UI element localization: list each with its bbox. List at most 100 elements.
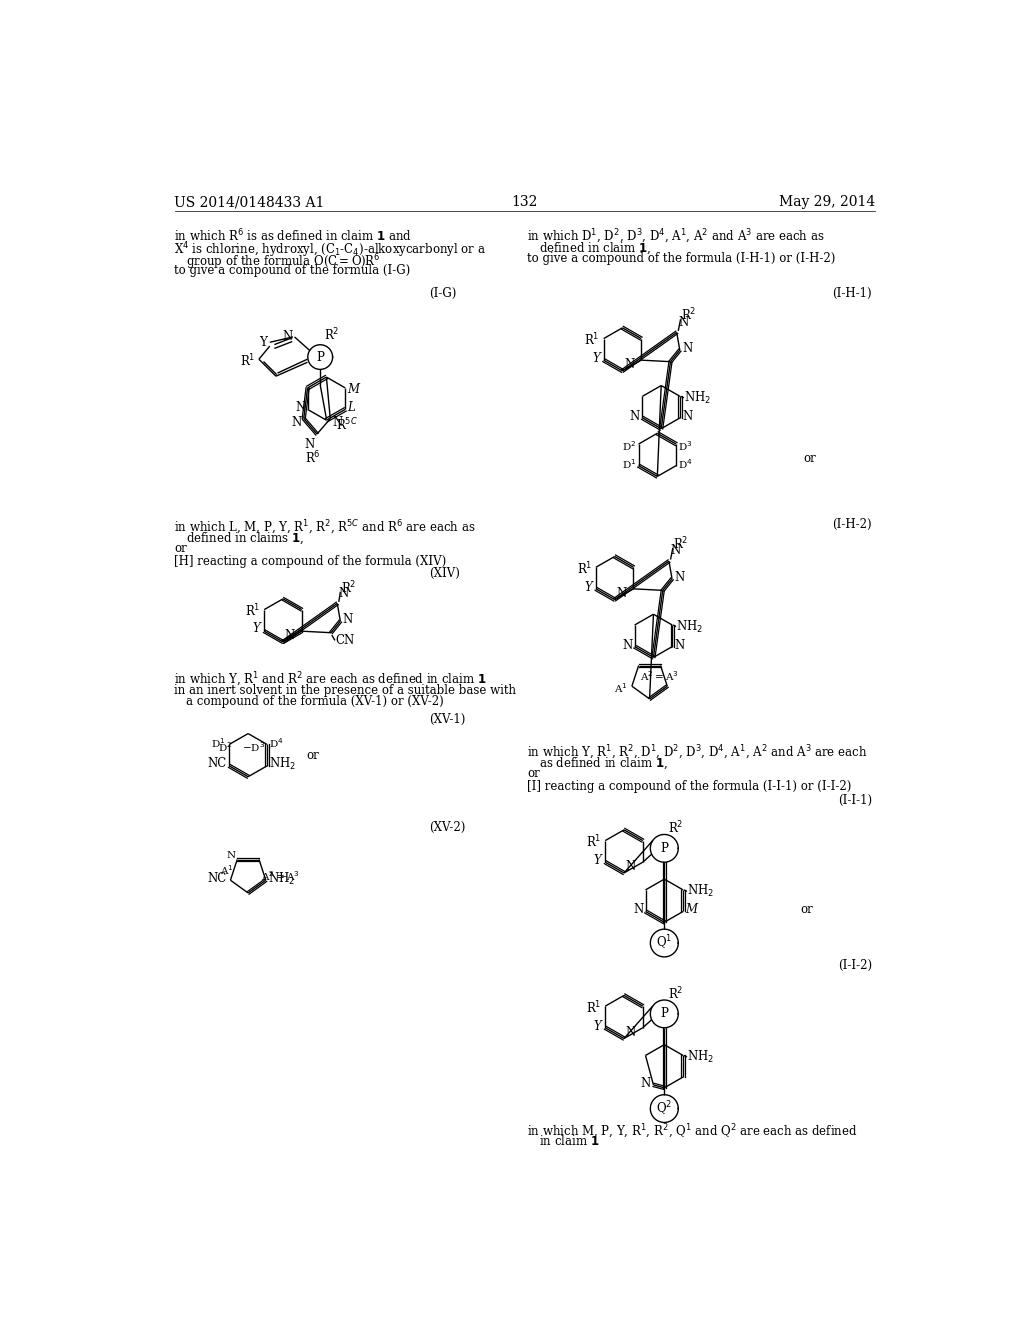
Text: (XV-1): (XV-1) bbox=[429, 713, 465, 726]
Text: N: N bbox=[616, 587, 627, 601]
Text: M: M bbox=[685, 903, 697, 916]
Text: in an inert solvent in the presence of a suitable base with: in an inert solvent in the presence of a… bbox=[174, 684, 516, 697]
Text: N: N bbox=[671, 544, 681, 557]
Text: US 2014/0148433 A1: US 2014/0148433 A1 bbox=[174, 195, 325, 210]
Text: R$^2$: R$^2$ bbox=[324, 327, 340, 343]
Text: R$^1$: R$^1$ bbox=[585, 331, 600, 348]
Text: in which D$^1$, D$^2$, D$^3$, D$^4$, A$^1$, A$^2$ and A$^3$ are each as: in which D$^1$, D$^2$, D$^3$, D$^4$, A$^… bbox=[527, 227, 824, 246]
Text: N: N bbox=[682, 342, 692, 355]
Text: N: N bbox=[624, 358, 634, 371]
Text: N: N bbox=[291, 416, 301, 429]
Text: in which Y, R$^1$, R$^2$, D$^1$, D$^2$, D$^3$, D$^4$, A$^1$, A$^2$ and A$^3$ are: in which Y, R$^1$, R$^2$, D$^1$, D$^2$, … bbox=[527, 743, 867, 762]
Text: Q$^2$: Q$^2$ bbox=[656, 1100, 673, 1118]
Text: Y: Y bbox=[594, 854, 601, 867]
Text: N: N bbox=[626, 861, 636, 874]
Text: N: N bbox=[343, 612, 353, 626]
Text: A$^1$: A$^1$ bbox=[220, 863, 233, 878]
Text: CN: CN bbox=[335, 634, 354, 647]
Text: N: N bbox=[675, 639, 685, 652]
Text: in which Y, R$^1$ and R$^2$ are each as defined in claim $\bf{1}$: in which Y, R$^1$ and R$^2$ are each as … bbox=[174, 671, 487, 689]
Text: N: N bbox=[641, 1077, 651, 1090]
Text: N: N bbox=[623, 639, 633, 652]
Text: in which L, M, P, Y, R$^1$, R$^2$, R$^{5C}$ and R$^6$ are each as: in which L, M, P, Y, R$^1$, R$^2$, R$^{5… bbox=[174, 519, 476, 537]
Text: R$^2$: R$^2$ bbox=[673, 536, 688, 553]
Text: Y: Y bbox=[585, 581, 592, 594]
Text: R$^2$: R$^2$ bbox=[669, 986, 684, 1002]
Text: NH$_2$: NH$_2$ bbox=[687, 1049, 714, 1065]
Text: Y: Y bbox=[253, 622, 260, 635]
Text: N: N bbox=[304, 438, 314, 451]
Text: or: or bbox=[804, 453, 816, 465]
Text: X$^4$ is chlorine, hydroxyl, (C$_1$-C$_4$)-alkoxycarbonyl or a: X$^4$ is chlorine, hydroxyl, (C$_1$-C$_4… bbox=[174, 240, 486, 260]
Text: D$^1$: D$^1$ bbox=[211, 737, 225, 750]
Text: NH$_2$: NH$_2$ bbox=[684, 389, 711, 407]
Text: R$^1$: R$^1$ bbox=[577, 561, 592, 577]
Text: or: or bbox=[174, 543, 187, 554]
Text: (XV-2): (XV-2) bbox=[429, 821, 465, 834]
Text: group of the formula O(C$=$O)R$^6$: group of the formula O(C$=$O)R$^6$ bbox=[186, 252, 381, 272]
Text: Y: Y bbox=[594, 1019, 601, 1032]
Text: (I-H-2): (I-H-2) bbox=[833, 517, 872, 531]
Text: N: N bbox=[226, 851, 236, 861]
Text: 132: 132 bbox=[512, 195, 538, 210]
Text: May 29, 2014: May 29, 2014 bbox=[779, 195, 876, 210]
Text: $-$D$^3$: $-$D$^3$ bbox=[242, 739, 265, 754]
Text: as defined in claim $\bf{1}$,: as defined in claim $\bf{1}$, bbox=[539, 755, 668, 771]
Text: N: N bbox=[283, 330, 293, 343]
Text: N: N bbox=[285, 630, 295, 643]
Text: D$^1$: D$^1$ bbox=[622, 457, 636, 471]
Text: NH$_2$: NH$_2$ bbox=[676, 619, 703, 635]
Text: in which R$^6$ is as defined in claim $\bf{1}$ and: in which R$^6$ is as defined in claim $\… bbox=[174, 227, 413, 244]
Text: NC: NC bbox=[208, 758, 227, 770]
Text: P: P bbox=[660, 842, 669, 855]
Text: Y: Y bbox=[592, 352, 600, 366]
Text: N: N bbox=[626, 1026, 636, 1039]
Text: R$^1$: R$^1$ bbox=[586, 999, 601, 1016]
Text: NC: NC bbox=[207, 873, 226, 886]
Text: or: or bbox=[801, 903, 813, 916]
Text: N: N bbox=[682, 409, 692, 422]
Text: L: L bbox=[347, 400, 355, 413]
Text: (I-H-1): (I-H-1) bbox=[833, 286, 872, 300]
Text: defined in claims $\bf{1}$,: defined in claims $\bf{1}$, bbox=[186, 531, 304, 545]
Text: N: N bbox=[630, 409, 640, 422]
Text: NH$_2$: NH$_2$ bbox=[268, 871, 295, 887]
Text: NH$_2$: NH$_2$ bbox=[687, 883, 714, 899]
Text: N: N bbox=[678, 315, 688, 329]
Text: P: P bbox=[316, 351, 325, 363]
Text: R$^1$: R$^1$ bbox=[240, 352, 255, 370]
Text: D$^3$: D$^3$ bbox=[679, 438, 693, 453]
Text: D$^2$: D$^2$ bbox=[622, 438, 636, 453]
Text: in claim $\bf{1}$: in claim $\bf{1}$ bbox=[539, 1134, 599, 1148]
Text: N: N bbox=[295, 401, 305, 414]
Text: P: P bbox=[660, 1007, 669, 1020]
Text: or: or bbox=[306, 748, 319, 762]
Text: a compound of the formula (XV-1) or (XV-2): a compound of the formula (XV-1) or (XV-… bbox=[186, 696, 443, 708]
Text: (I-G): (I-G) bbox=[429, 286, 456, 300]
Text: R$^2$: R$^2$ bbox=[341, 579, 356, 597]
Text: to give a compound of the formula (I-H-1) or (I-H-2): to give a compound of the formula (I-H-1… bbox=[527, 252, 836, 265]
Text: or: or bbox=[527, 767, 540, 780]
Text: to give a compound of the formula (I-G): to give a compound of the formula (I-G) bbox=[174, 264, 411, 277]
Text: in which M, P, Y, R$^1$, R$^2$, Q$^1$ and Q$^2$ are each as defined: in which M, P, Y, R$^1$, R$^2$, Q$^1$ an… bbox=[527, 1122, 858, 1140]
Text: R$^2$: R$^2$ bbox=[681, 308, 696, 323]
Text: N: N bbox=[333, 416, 343, 429]
Text: A$^2$$=$A$^3$: A$^2$$=$A$^3$ bbox=[640, 669, 679, 684]
Text: [H] reacting a compound of the formula (XIV): [H] reacting a compound of the formula (… bbox=[174, 554, 446, 568]
Text: R$^1$: R$^1$ bbox=[586, 834, 601, 850]
Text: R$^1$: R$^1$ bbox=[245, 603, 260, 619]
Text: A$^2$$=$A$^3$: A$^2$$=$A$^3$ bbox=[260, 869, 300, 883]
Text: D$^2$: D$^2$ bbox=[218, 739, 232, 754]
Text: Y: Y bbox=[259, 335, 267, 348]
Text: R$^2$: R$^2$ bbox=[669, 820, 684, 837]
Text: (I-I-2): (I-I-2) bbox=[838, 960, 872, 973]
Text: N: N bbox=[633, 903, 643, 916]
Text: (XIV): (XIV) bbox=[429, 566, 460, 579]
Text: Q$^1$: Q$^1$ bbox=[656, 933, 673, 952]
Text: M: M bbox=[347, 383, 359, 396]
Text: [I] reacting a compound of the formula (I-I-1) or (I-I-2): [I] reacting a compound of the formula (… bbox=[527, 780, 852, 793]
Text: N: N bbox=[339, 586, 349, 599]
Text: D$^4$: D$^4$ bbox=[269, 737, 284, 750]
Text: defined in claim $\bf{1}$,: defined in claim $\bf{1}$, bbox=[539, 240, 651, 256]
Text: R$^{5C}$: R$^{5C}$ bbox=[337, 417, 358, 433]
